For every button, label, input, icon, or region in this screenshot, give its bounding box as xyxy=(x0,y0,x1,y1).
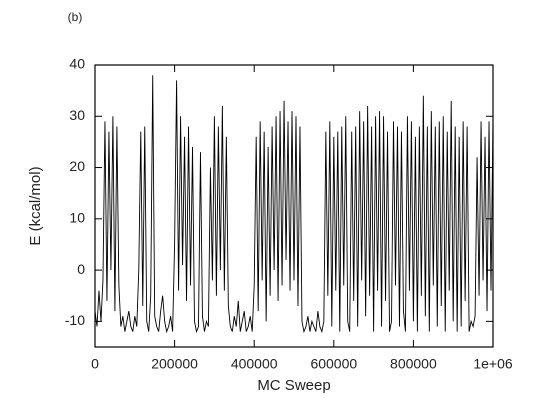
y-tick-label: -10 xyxy=(65,312,85,328)
x-tick-label: 200000 xyxy=(151,356,198,372)
x-tick-label: 800000 xyxy=(390,356,437,372)
y-tick-label: 40 xyxy=(69,56,85,72)
x-tick-label: 1e+06 xyxy=(473,356,513,372)
data-line xyxy=(94,75,494,334)
y-axis-label: E (kcal/mol) xyxy=(27,166,44,245)
y-tick-label: 20 xyxy=(69,158,85,174)
y-tick-label: 10 xyxy=(69,210,85,226)
y-tick-label: 0 xyxy=(77,261,85,277)
x-tick-label: 400000 xyxy=(231,356,278,372)
panel-label: (b) xyxy=(68,10,83,24)
x-tick-label: 0 xyxy=(91,356,99,372)
x-tick-label: 600000 xyxy=(310,356,357,372)
y-tick-label: 30 xyxy=(69,107,85,123)
plot-frame xyxy=(94,64,494,348)
x-axis-label: MC Sweep xyxy=(257,377,330,394)
